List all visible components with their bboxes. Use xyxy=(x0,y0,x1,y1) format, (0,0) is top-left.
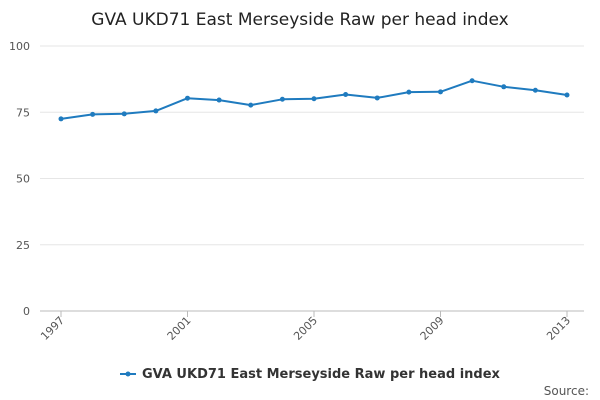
y-axis: 0 25 50 75 100 xyxy=(9,40,30,318)
series-layer xyxy=(58,78,570,122)
data-point[interactable] xyxy=(406,89,412,95)
legend-label: GVA UKD71 East Merseyside Raw per head i… xyxy=(142,367,501,382)
data-point[interactable] xyxy=(58,116,64,122)
y-tick-label: 75 xyxy=(16,106,30,119)
legend[interactable]: GVA UKD71 East Merseyside Raw per head i… xyxy=(120,367,501,382)
x-tick-label: 2013 xyxy=(544,314,573,343)
data-point[interactable] xyxy=(311,96,317,102)
x-tick-label: 2009 xyxy=(418,314,447,343)
data-point[interactable] xyxy=(279,96,285,102)
x-axis: 1997 2001 2005 2009 2013 xyxy=(38,311,573,343)
source-label: Source: xyxy=(544,384,589,398)
y-tick-label: 0 xyxy=(23,305,30,318)
chart-title: GVA UKD71 East Merseyside Raw per head i… xyxy=(91,10,508,30)
data-point[interactable] xyxy=(532,87,538,93)
data-point[interactable] xyxy=(153,108,159,114)
y-tick-label: 25 xyxy=(16,239,30,252)
legend-swatch-marker xyxy=(125,371,131,377)
data-point[interactable] xyxy=(343,91,349,97)
data-point[interactable] xyxy=(90,111,96,117)
x-tick-label: 2005 xyxy=(291,314,320,343)
y-tick-label: 50 xyxy=(16,173,30,186)
data-point[interactable] xyxy=(374,95,380,101)
data-point[interactable] xyxy=(564,92,570,98)
y-tick-label: 100 xyxy=(9,40,30,53)
data-point[interactable] xyxy=(469,78,475,84)
data-point[interactable] xyxy=(438,89,443,95)
data-point[interactable] xyxy=(501,84,507,90)
data-point[interactable] xyxy=(248,102,254,108)
x-tick-label: 1997 xyxy=(38,314,67,343)
data-point[interactable] xyxy=(121,111,127,117)
x-tick-label: 2001 xyxy=(165,314,194,343)
data-point[interactable] xyxy=(216,97,222,103)
data-point[interactable] xyxy=(185,95,190,101)
